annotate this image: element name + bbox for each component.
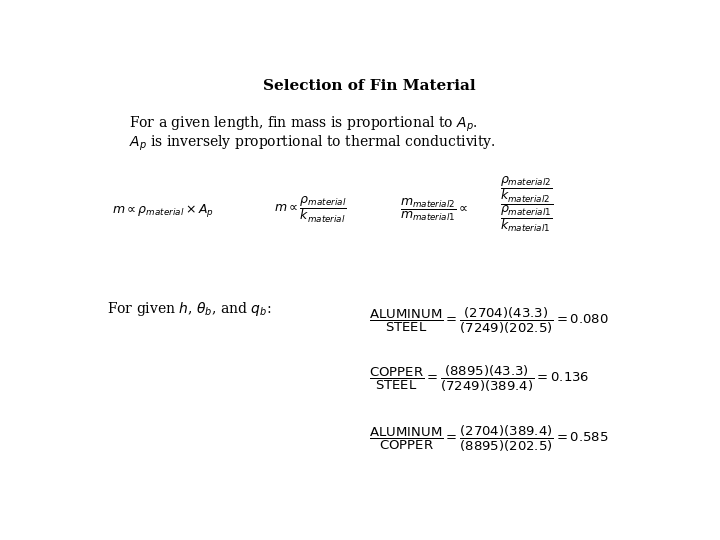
Text: Selection of Fin Material: Selection of Fin Material: [263, 79, 475, 93]
Text: $m \propto \dfrac{\rho_{material}}{k_{material}}$: $m \propto \dfrac{\rho_{material}}{k_{ma…: [274, 195, 347, 225]
Text: $m \propto \rho_{material} \times A_p$: $m \propto \rho_{material} \times A_p$: [112, 202, 214, 219]
Text: $\dfrac{m_{material2}}{m_{material1}} \propto$: $\dfrac{m_{material2}}{m_{material1}} \p…: [400, 197, 468, 224]
Text: For a given length, fin mass is proportional to $A_p$.: For a given length, fin mass is proporti…: [129, 114, 478, 134]
Text: $\dfrac{\mathrm{ALUMINUM}}{\mathrm{STEEL}} = \dfrac{(2704)(43.3)}{(7249)(202.5)}: $\dfrac{\mathrm{ALUMINUM}}{\mathrm{STEEL…: [369, 306, 608, 335]
Text: $\dfrac{\mathrm{ALUMINUM}}{\mathrm{COPPER}} = \dfrac{(2704)(389.4)}{(8895)(202.5: $\dfrac{\mathrm{ALUMINUM}}{\mathrm{COPPE…: [369, 424, 608, 454]
Text: For given $h$, $\theta_b$, and $q_b$:: For given $h$, $\theta_b$, and $q_b$:: [107, 300, 271, 318]
Text: $A_p$ is inversely proportional to thermal conductivity.: $A_p$ is inversely proportional to therm…: [129, 133, 496, 153]
Text: $\dfrac{\mathrm{COPPER}}{\mathrm{STEEL}} = \dfrac{(8895)(43.3)}{(7249)(389.4)} =: $\dfrac{\mathrm{COPPER}}{\mathrm{STEEL}}…: [369, 363, 590, 394]
Text: $\dfrac{\dfrac{\rho_{material2}}{k_{material2}}}{\dfrac{\rho_{material1}}{k_{mat: $\dfrac{\dfrac{\rho_{material2}}{k_{mate…: [500, 174, 554, 234]
